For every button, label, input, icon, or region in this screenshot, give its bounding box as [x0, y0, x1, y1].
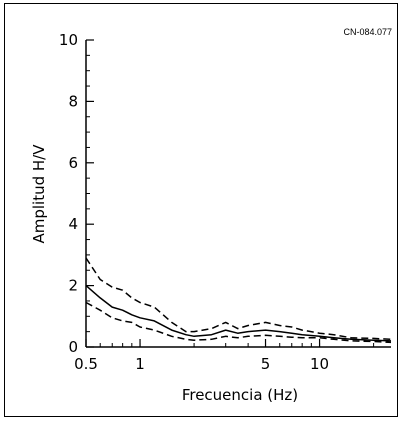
y-tick-label: 6 — [68, 154, 78, 172]
chart-ticks: 0 2 4 6 8 10 0.5 1 5 10 — [59, 31, 375, 373]
y-tick-label: 4 — [68, 215, 78, 233]
y-tick-label: 0 — [68, 338, 78, 356]
station-id-label: CN-084.077 — [343, 27, 392, 37]
y-tick-label: 2 — [68, 277, 78, 295]
dashed-series-line — [85, 257, 392, 341]
solid-series-line — [85, 285, 392, 342]
x-axis-label: Frecuencia (Hz) — [182, 386, 298, 404]
chart-frame — [4, 3, 398, 417]
y-tick-label: 8 — [68, 92, 78, 110]
x-tick-label: 1 — [135, 355, 145, 373]
chart-series — [85, 257, 392, 344]
y-tick-label: 10 — [59, 31, 78, 49]
chart-axes — [85, 40, 391, 348]
dashed-series-line — [85, 301, 392, 344]
x-tick-label: 5 — [261, 355, 271, 373]
x-tick-label: 0.5 — [74, 355, 98, 373]
y-axis-label: Amplitud H/V — [30, 144, 48, 244]
x-tick-label: 10 — [310, 355, 329, 373]
